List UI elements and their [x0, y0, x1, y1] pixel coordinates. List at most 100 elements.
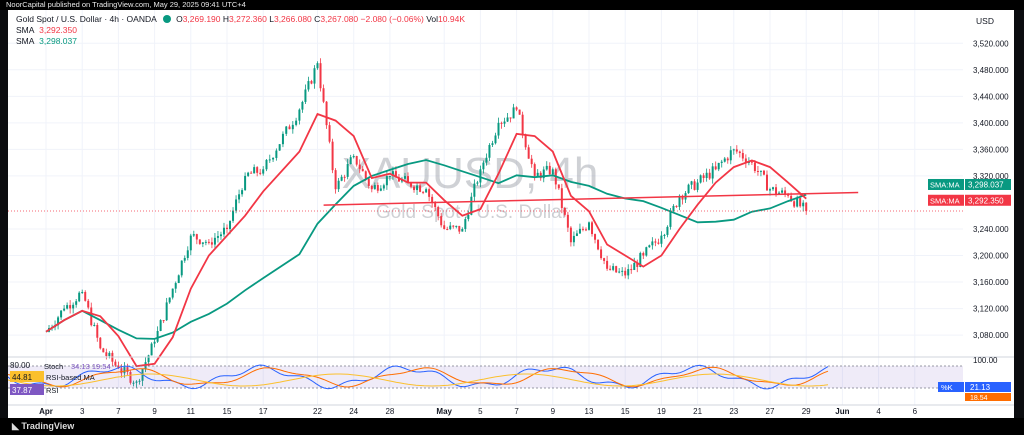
candle-body — [714, 166, 717, 170]
candle-body — [594, 234, 597, 240]
x-tick-label: 5 — [478, 407, 483, 416]
candle-body — [123, 367, 126, 374]
candle-body — [183, 257, 186, 261]
chart-legend: Gold Spot / U.S. Dollar · 4h · OANDA O3,… — [16, 14, 465, 47]
candle-body — [518, 109, 521, 115]
candle-body — [75, 301, 78, 305]
candle-body — [325, 101, 328, 126]
candle-body — [675, 205, 678, 207]
rsi-ma-value: 44.81 — [12, 373, 33, 382]
y-tick-label: 3,120.000 — [973, 305, 1009, 314]
candle-body — [229, 220, 232, 229]
sma-red-line — [45, 112, 807, 368]
candle-body — [385, 176, 388, 186]
candle-body — [397, 177, 400, 182]
x-tick-label: 29 — [802, 407, 811, 416]
legend-sma1-row[interactable]: SMA 3,292.350 — [16, 25, 465, 36]
candle-body — [615, 266, 618, 273]
candle-body — [784, 190, 787, 195]
y-tick-label: 3,400.000 — [973, 119, 1009, 128]
candle-body — [180, 260, 183, 276]
candle-body — [265, 159, 268, 170]
candle-body — [235, 199, 238, 211]
candle-body — [72, 304, 75, 309]
open-label: O — [176, 14, 183, 24]
rsi-label: RSI — [46, 386, 59, 395]
candle-body — [328, 125, 331, 142]
rsi-ma-label: RSI-based MA — [46, 373, 95, 382]
candle-body — [84, 291, 87, 301]
k-tag-value-bg — [965, 382, 1011, 392]
x-tick-label: 15 — [223, 407, 232, 416]
candle-body — [78, 292, 81, 302]
candle-body — [334, 170, 337, 190]
symbol-label[interactable]: Gold Spot / U.S. Dollar · 4h · OANDA — [16, 14, 157, 24]
candle-body — [307, 81, 310, 90]
y-tick-label: 3,200.000 — [973, 252, 1009, 261]
candle-body — [192, 234, 195, 236]
candle-body — [663, 234, 666, 236]
candle-body — [226, 227, 228, 229]
candle-body — [150, 343, 153, 356]
rsi-value: 37.87 — [12, 386, 33, 395]
candle-body — [60, 310, 63, 318]
candle-body — [278, 144, 281, 151]
candle-body — [753, 162, 756, 171]
candle-body — [135, 381, 138, 383]
price-tag-label-bg — [928, 178, 964, 190]
tradingview-logo[interactable]: ◣ TradingView — [12, 421, 74, 432]
candle-body — [129, 371, 132, 383]
d-tag-value: 18.54 — [970, 395, 988, 402]
x-tick-label: 28 — [385, 407, 394, 416]
currency-label: USD — [976, 16, 994, 26]
price-tag-label: SMA:MA — [930, 196, 960, 205]
x-tick-label: Jun — [835, 407, 849, 416]
candle-body — [796, 197, 799, 207]
price-tag-value-bg — [965, 194, 1011, 206]
candle-body — [509, 117, 512, 119]
candle-body — [603, 258, 606, 261]
candle-body — [512, 107, 515, 119]
sma2-label: SMA — [16, 36, 35, 46]
x-tick-label: 9 — [551, 407, 556, 416]
candle-body — [621, 270, 624, 272]
osc-level-80-label: 80.00 — [10, 361, 31, 370]
candle-body — [723, 158, 726, 162]
candle-body — [201, 242, 204, 244]
candle-body — [762, 170, 765, 175]
x-tick-label: 7 — [116, 407, 121, 416]
candle-body — [275, 150, 278, 158]
tv-logo-text: TradingView — [21, 421, 75, 431]
candle-body — [708, 172, 711, 179]
x-tick-label: 7 — [514, 407, 519, 416]
x-tick-label: 24 — [349, 407, 358, 416]
candle-body — [105, 352, 108, 357]
candle-body — [660, 235, 663, 244]
candle-body — [551, 169, 554, 175]
candle-body — [304, 89, 307, 102]
candle-body — [250, 172, 253, 174]
trendline — [323, 191, 859, 206]
candle-body — [741, 153, 744, 159]
candle-body — [666, 226, 669, 235]
x-tick-label: 9 — [152, 407, 157, 416]
candle-body — [285, 126, 288, 134]
candle-body — [790, 195, 793, 202]
candle-body — [485, 157, 488, 163]
x-tick-label: 21 — [693, 407, 702, 416]
candle-body — [204, 241, 207, 243]
candle-body — [222, 227, 225, 235]
candle-body — [156, 330, 159, 342]
candle-body — [455, 225, 458, 227]
candle-body — [648, 245, 651, 248]
candle-body — [581, 228, 584, 230]
candle-body — [530, 158, 533, 165]
x-tick-label: 17 — [259, 407, 268, 416]
candle-body — [654, 241, 657, 243]
candle-body — [717, 162, 720, 170]
y-tick-label: 3,520.000 — [973, 39, 1009, 48]
candle-body — [364, 171, 367, 179]
legend-sma2-row[interactable]: SMA 3,298.037 — [16, 36, 465, 47]
